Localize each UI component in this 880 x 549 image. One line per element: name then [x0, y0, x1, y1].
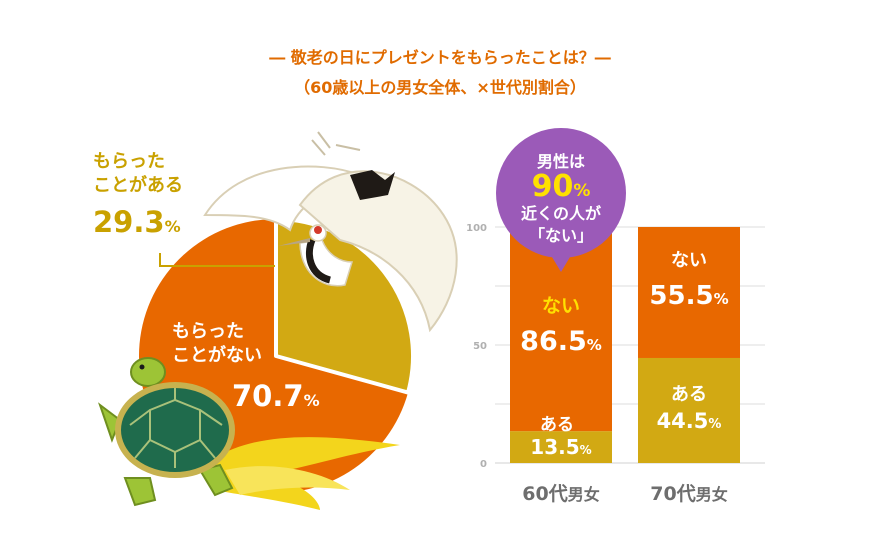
bar-70-nai-value: 55.5	[649, 281, 713, 311]
bar-70-nai	[638, 227, 740, 358]
bar-60-aru-label: ある	[540, 415, 574, 435]
bar-60-aru-unit: %	[580, 443, 592, 457]
bar-60-nai-unit: %	[587, 336, 602, 354]
bar-70-aru-value: 44.5	[657, 409, 709, 433]
callout-number-text: 90%	[532, 169, 591, 204]
bar-70-aru-unit: %	[708, 417, 721, 432]
pie-value-aru: 29.3	[93, 205, 165, 239]
bar-60-nai-label: ない	[542, 295, 580, 317]
pie-label-nai-line1: もらった	[172, 321, 244, 342]
category-60-label: 60代男女	[522, 483, 599, 505]
bar-70-aru	[638, 357, 740, 463]
category-70-num: 70代	[650, 483, 695, 505]
pie-unit-nai: %	[304, 391, 320, 410]
callout-unit: %	[573, 181, 590, 201]
crane-illustration	[203, 131, 458, 333]
bar-60-aru-value-text: 13.5%	[530, 435, 591, 459]
category-60-rest: 男女	[568, 485, 600, 504]
bar-60-aru-value: 13.5	[530, 435, 579, 459]
callout-line4: 「ない」	[529, 226, 593, 245]
bar-60-nai-value: 86.5	[520, 326, 587, 357]
bar-60-nai-value-text: 86.5%	[520, 326, 602, 357]
category-60-num: 60代	[522, 483, 567, 505]
pie-label-aru-line2: ことがある	[93, 174, 183, 196]
category-70-label: 70代男女	[650, 483, 727, 505]
bar-70-aru-value-text: 44.5%	[657, 409, 722, 433]
bar-chart: 0 50 100	[466, 223, 765, 470]
chart-subtitle: （60歳以上の男女全体、×世代別割合）	[294, 78, 586, 97]
tail-illustration	[215, 437, 400, 510]
pie-value-nai-text: 70.7%	[232, 379, 320, 413]
bar-70-nai-value-text: 55.5%	[649, 281, 728, 311]
pie-label-aru-line1: もらった	[93, 151, 165, 172]
bar-70-aru-label: ある	[671, 384, 707, 405]
pie-unit-aru: %	[165, 217, 181, 236]
pie-value-aru-text: 29.3%	[93, 205, 181, 239]
category-70-rest: 男女	[696, 485, 728, 504]
y-tick-100: 100	[466, 223, 487, 234]
callout-bubble: 男性は 90% 近くの人が 「ない」	[496, 128, 626, 272]
chart-title: ― 敬老の日にプレゼントをもらったことは？―	[269, 48, 611, 67]
bar-60-aru	[510, 431, 612, 463]
pie-label-nai-line2: ことがない	[172, 344, 262, 366]
y-tick-0: 0	[480, 459, 487, 470]
y-tick-50: 50	[473, 341, 487, 352]
callout-line3: 近くの人が	[521, 204, 601, 223]
bar-70-nai-unit: %	[714, 290, 729, 308]
pie-leader-line	[159, 253, 275, 267]
turtle-illustration	[98, 357, 235, 507]
bar-70-nai-label: ない	[671, 250, 707, 271]
callout-number: 90	[532, 169, 574, 204]
callout-line1: 男性は	[537, 152, 585, 171]
pie-value-nai: 70.7	[232, 379, 304, 413]
